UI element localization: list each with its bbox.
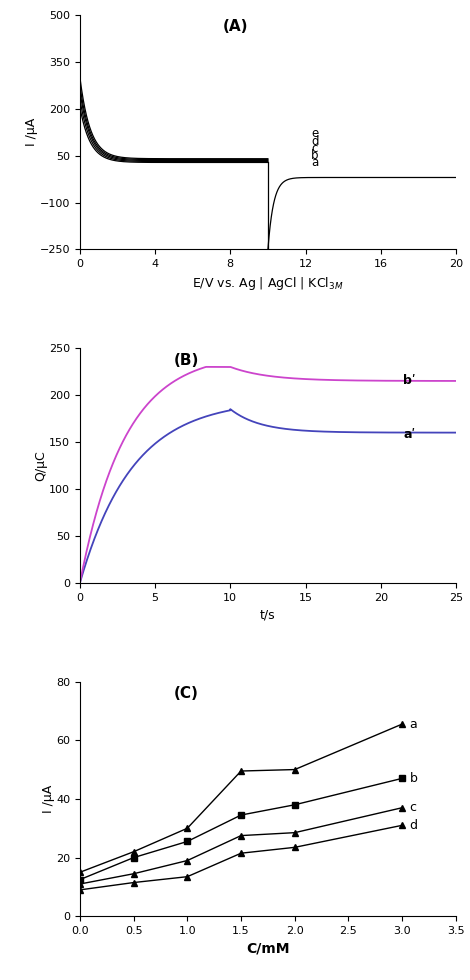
Text: c: c [311, 142, 318, 155]
Text: d: d [410, 819, 418, 832]
Y-axis label: I /μA: I /μA [42, 785, 55, 813]
Text: b: b [311, 149, 319, 162]
X-axis label: E/V vs. Ag | AgCl | KCl$_{3M}$: E/V vs. Ag | AgCl | KCl$_{3M}$ [192, 274, 344, 292]
Text: a: a [410, 717, 417, 730]
Text: (C): (C) [174, 686, 199, 701]
Text: bʹ: bʹ [403, 373, 416, 386]
Text: b: b [410, 772, 417, 785]
Text: e: e [311, 127, 318, 140]
Y-axis label: Q/μC: Q/μC [35, 450, 47, 481]
Text: (A): (A) [223, 20, 248, 34]
X-axis label: t/s: t/s [260, 609, 276, 621]
Text: a: a [311, 156, 318, 169]
Text: c: c [410, 802, 417, 814]
Text: (B): (B) [174, 353, 199, 368]
Text: aʹ: aʹ [403, 428, 415, 441]
Y-axis label: I /μA: I /μA [25, 118, 38, 146]
Text: d: d [311, 135, 319, 148]
X-axis label: C/mM: C/mM [246, 942, 290, 956]
